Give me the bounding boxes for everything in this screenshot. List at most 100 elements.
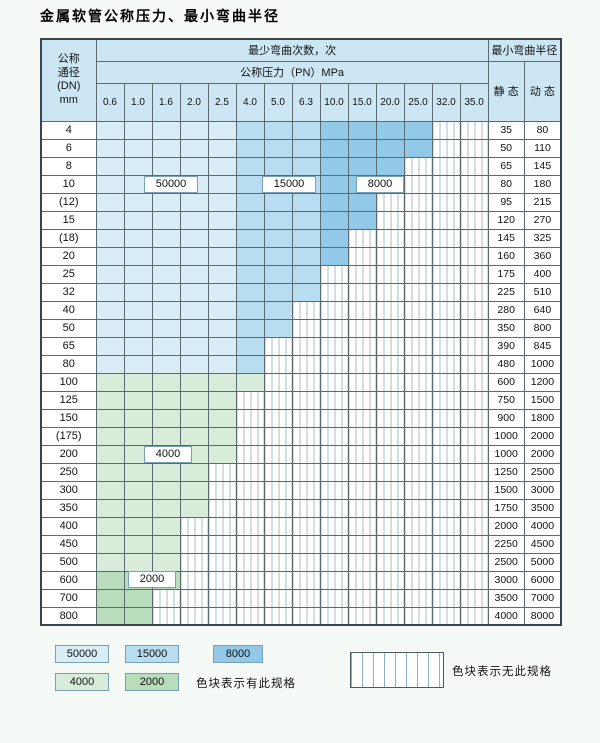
spec-cell (95, 336, 125, 356)
no-spec-cell (375, 354, 405, 374)
no-spec-cell (319, 336, 349, 356)
no-spec-cell (431, 588, 461, 608)
static-radius-cell: 1000 (487, 444, 525, 464)
no-spec-cell (207, 498, 237, 518)
dn-cell: 200 (40, 444, 97, 464)
no-spec-cell (235, 516, 265, 536)
no-spec-cell (431, 282, 461, 302)
spec-cell (179, 318, 209, 338)
no-spec-cell (431, 408, 461, 428)
static-radius-cell: 480 (487, 354, 525, 374)
spec-cell (179, 138, 209, 158)
no-spec-cell (263, 570, 293, 590)
pressure-header-cell: 35.0 (459, 82, 489, 122)
no-spec-cell (235, 570, 265, 590)
no-spec-cell (319, 444, 349, 464)
spec-cell (123, 120, 153, 140)
no-spec-cell (347, 606, 377, 626)
no-spec-cell (263, 444, 293, 464)
spec-cell (151, 480, 181, 500)
spec-cell (95, 318, 125, 338)
no-spec-cell (319, 426, 349, 446)
dynamic-radius-cell: 4000 (523, 516, 562, 536)
spec-cell (207, 282, 237, 302)
dn-cell: 800 (40, 606, 97, 626)
dynamic-radius-cell: 2000 (523, 426, 562, 446)
no-spec-cell (207, 534, 237, 554)
no-spec-cell (291, 444, 321, 464)
dn-column-header: 公称 通径 (DN) mm (40, 38, 97, 122)
pressure-header-cell: 20.0 (375, 82, 405, 122)
nominal-pressure-header: 公称压力（PN）MPa (95, 60, 489, 84)
dynamic-radius-cell: 1800 (523, 408, 562, 428)
no-spec-cell (459, 300, 489, 320)
spec-cell (95, 408, 125, 428)
no-spec-cell (347, 516, 377, 536)
spec-cell (179, 120, 209, 140)
no-spec-cell (375, 246, 405, 266)
spec-cell (263, 300, 293, 320)
no-spec-cell (459, 120, 489, 140)
spec-cell (263, 156, 293, 176)
spec-cell (291, 120, 321, 140)
table-row: 25 175 400 (40, 264, 562, 284)
no-spec-cell (431, 354, 461, 374)
static-radius-cell: 175 (487, 264, 525, 284)
spec-cell (235, 156, 265, 176)
dn-cell: 80 (40, 354, 97, 374)
no-spec-cell (291, 408, 321, 428)
spec-cell (179, 372, 209, 392)
dynamic-radius-cell: 3000 (523, 480, 562, 500)
no-spec-cell (235, 552, 265, 572)
no-spec-cell (291, 462, 321, 482)
spec-cell (263, 318, 293, 338)
no-spec-cell (403, 480, 433, 500)
spec-cell (151, 300, 181, 320)
spec-cell (179, 408, 209, 428)
no-spec-cell (431, 534, 461, 554)
no-spec-cell (263, 498, 293, 518)
spec-cell (151, 552, 181, 572)
dn-header-line4: mm (59, 94, 78, 106)
no-spec-cell (207, 606, 237, 626)
spec-cell (179, 426, 209, 446)
spec-cell (235, 372, 265, 392)
no-spec-cell (263, 588, 293, 608)
cycles-label-8000: 8000 (356, 176, 404, 193)
no-spec-cell (403, 174, 433, 194)
dn-cell: 150 (40, 408, 97, 428)
spec-cell (151, 138, 181, 158)
no-spec-cell (291, 552, 321, 572)
no-spec-cell (263, 606, 293, 626)
dn-cell: 100 (40, 372, 97, 392)
no-spec-cell (403, 282, 433, 302)
table-row: 800 4000 8000 (40, 606, 562, 626)
no-spec-cell (431, 552, 461, 572)
no-spec-cell (403, 588, 433, 608)
no-spec-cell (263, 372, 293, 392)
no-spec-cell (431, 210, 461, 230)
no-spec-cell (319, 516, 349, 536)
spec-cell (263, 120, 293, 140)
no-spec-cell (375, 552, 405, 572)
spec-cell (263, 282, 293, 302)
spec-cell (347, 192, 377, 212)
pressure-header-cell: 6.3 (291, 82, 321, 122)
static-radius-cell: 95 (487, 192, 525, 212)
dynamic-radius-cell: 270 (523, 210, 562, 230)
no-spec-cell (459, 264, 489, 284)
dynamic-radius-cell: 2000 (523, 444, 562, 464)
spec-cell (95, 498, 125, 518)
table-row: 500 2500 5000 (40, 552, 562, 572)
no-spec-cell (403, 246, 433, 266)
dn-cell: 600 (40, 570, 97, 590)
spec-cell (263, 264, 293, 284)
table-row: 350 1750 3500 (40, 498, 562, 518)
spec-cell (179, 192, 209, 212)
no-spec-cell (459, 318, 489, 338)
spec-cell (319, 246, 349, 266)
spec-cell (95, 120, 125, 140)
no-spec-cell (291, 570, 321, 590)
no-spec-cell (235, 426, 265, 446)
no-spec-cell (347, 372, 377, 392)
